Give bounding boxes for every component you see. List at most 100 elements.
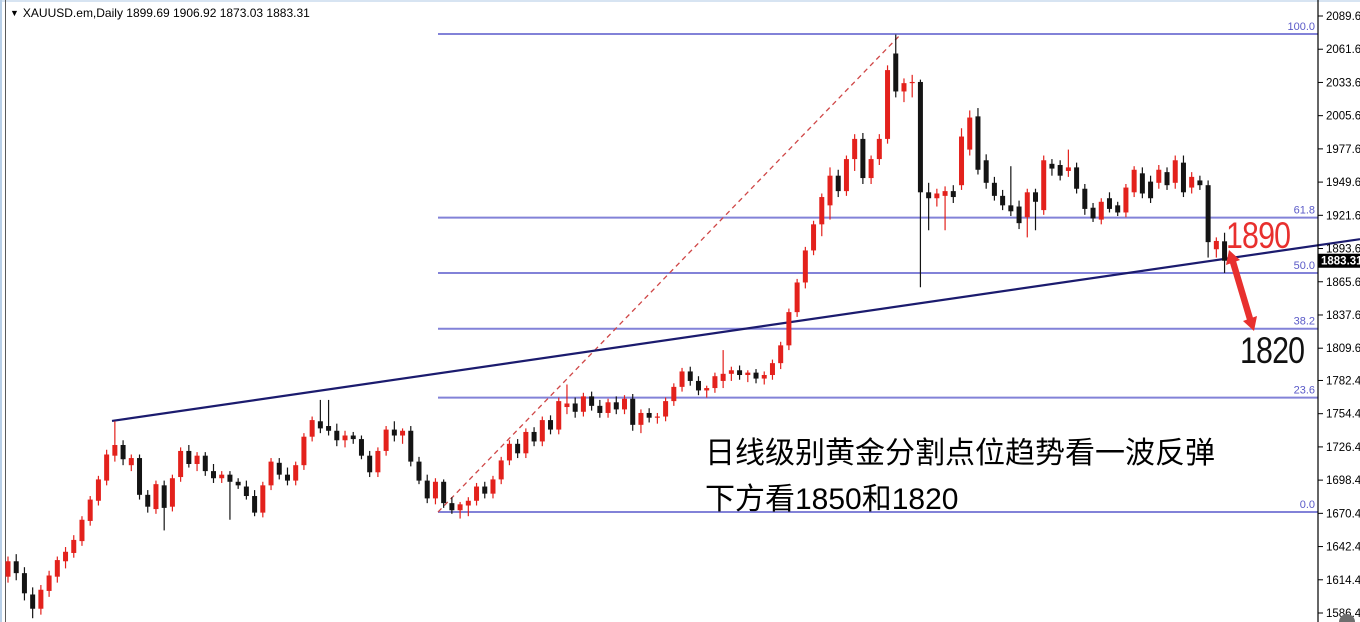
candle-body (1082, 188, 1088, 209)
candle-body (1205, 185, 1211, 243)
candle-body (482, 486, 488, 494)
candle-body (515, 443, 521, 454)
candle-body (1189, 176, 1195, 188)
window-frame-left (0, 0, 2, 622)
current-price-tag-value: 1883.31 (1321, 256, 1360, 268)
candle-body (531, 431, 537, 442)
candle-body (38, 589, 44, 609)
price-axis-label: 2089.60 (1326, 11, 1360, 23)
candle-body (457, 504, 463, 511)
candle-body (137, 458, 143, 495)
candle-body (30, 594, 36, 609)
candle-body (1041, 160, 1047, 211)
candle-body (104, 454, 110, 481)
candle-body (1106, 198, 1112, 209)
price-axis-label: 1921.60 (1326, 210, 1360, 222)
candle-body (671, 386, 677, 402)
candle-body (1222, 241, 1228, 261)
candle-body (539, 420, 545, 442)
candle-body (778, 345, 784, 364)
candle-body (868, 159, 874, 179)
candle-body (186, 450, 192, 464)
projection-arrow-head-down (1243, 316, 1257, 331)
candle-body (712, 376, 718, 389)
candle-body (589, 396, 595, 406)
candle-body (219, 474, 225, 479)
chart-symbol-period: XAUUSD.em,Daily (22, 6, 123, 20)
candle-body (1164, 172, 1170, 186)
candle-body (753, 372, 759, 379)
candle-body (309, 420, 315, 437)
candle-body (704, 388, 710, 391)
candle-body (827, 175, 833, 206)
candle-body (687, 371, 693, 381)
projection-arrow-shaft (1229, 261, 1254, 320)
candle-body (383, 429, 389, 451)
candle-body (1180, 162, 1186, 193)
candle-body (1115, 205, 1121, 213)
candle-body (1213, 240, 1219, 250)
candle-body (408, 430, 414, 462)
analysis-note-line1: 日线级别黄金分割点位趋势看一波反弹 (705, 437, 1215, 470)
candle-body (761, 375, 767, 379)
price-label-1820: 1820 (1240, 330, 1305, 371)
price-axis-label: 1977.60 (1326, 144, 1360, 156)
candle-body (391, 429, 397, 436)
candle-body (71, 539, 77, 553)
candle-body (1000, 195, 1006, 206)
candle-body (194, 455, 200, 464)
candle-body (1033, 192, 1038, 202)
candle-body (293, 465, 299, 481)
candle-body (317, 421, 323, 429)
price-axis-label: 1865.60 (1326, 277, 1360, 289)
candle-body (161, 485, 167, 508)
candle-body (885, 70, 891, 139)
candle-body (112, 445, 118, 456)
chart-dropdown-icon[interactable]: ▼ (10, 8, 19, 18)
candle-body (942, 191, 948, 196)
candle-body (630, 398, 636, 425)
candle-body (416, 461, 422, 481)
candle-body (1139, 173, 1145, 194)
candle-body (843, 159, 849, 192)
candle-body (564, 403, 570, 408)
candle-body (523, 431, 529, 454)
candle-body (959, 136, 965, 186)
candle-body (819, 197, 825, 225)
candle-body (737, 370, 743, 376)
candle-body (950, 191, 956, 198)
candle-body (54, 560, 60, 577)
candle-body (786, 312, 792, 346)
fib-level-label: 100.0 (1287, 21, 1315, 33)
candle-body (852, 138, 858, 160)
candle-body (1090, 207, 1096, 219)
candle-body (1156, 169, 1162, 183)
candle-body (638, 412, 644, 425)
candle-body (597, 405, 603, 413)
candle-body (1197, 180, 1203, 186)
candle-body (367, 455, 373, 473)
candle-body (169, 478, 175, 507)
price-axis-label: 2061.60 (1326, 44, 1360, 56)
candle-body (375, 450, 381, 473)
candle-body (13, 561, 19, 574)
candle-body (646, 412, 652, 418)
price-label-1890: 1890 (1226, 215, 1291, 256)
candle-body (145, 494, 151, 507)
candle-body (860, 138, 866, 179)
candle-body (358, 439, 364, 456)
candle-body (934, 193, 940, 199)
candle-body (1131, 169, 1137, 193)
candle-body (120, 445, 126, 460)
candle-body (5, 561, 11, 577)
candle-body (926, 192, 932, 199)
candle-body (794, 282, 800, 313)
candle-body (967, 117, 973, 150)
candle-body (334, 430, 340, 441)
candle-body (909, 81, 915, 84)
candle-body (79, 519, 85, 542)
candle-body (350, 435, 356, 440)
candle-body (326, 426, 332, 431)
